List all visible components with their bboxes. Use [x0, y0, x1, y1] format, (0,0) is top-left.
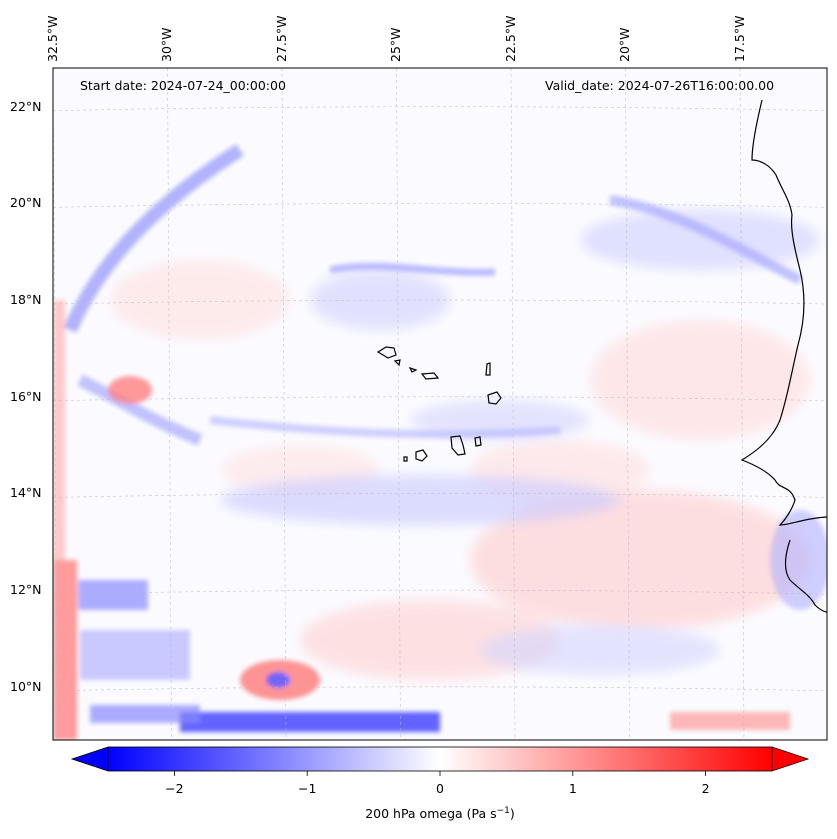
- omega-negative-band: [609, 195, 803, 285]
- omega-negative-band: [90, 705, 200, 723]
- meridian-line: [396, 68, 401, 740]
- coastline-africa: [784, 539, 827, 613]
- colorbar-label-sup: −1: [496, 806, 510, 816]
- omega-negative-band: [77, 374, 203, 446]
- colorbar-tick-label: −1: [297, 781, 317, 796]
- island-santiago: [450, 435, 466, 456]
- meridian-line: [53, 68, 58, 740]
- omega-negative-region: [220, 475, 620, 525]
- graticule: [53, 68, 827, 740]
- longitude-label: 25°W: [388, 27, 404, 62]
- longitude-label: 20°W: [617, 27, 633, 62]
- longitude-label: 30°W: [159, 27, 175, 62]
- latitude-label: 14°N: [10, 485, 42, 501]
- island-sao-vicente: [393, 359, 401, 367]
- colorbar-extend-max: [771, 746, 810, 772]
- omega-positive-region: [590, 320, 810, 440]
- colorbar-bar: [107, 746, 773, 772]
- longitude-label: 17.5°W: [731, 15, 747, 62]
- island-brava: [403, 456, 408, 462]
- map-panel: [52, 67, 828, 741]
- latitude-label: 18°N: [10, 292, 42, 308]
- omega-positive-band: [670, 712, 790, 730]
- parallel-line: [53, 396, 827, 402]
- latitude-label: 22°N: [10, 98, 42, 114]
- colorbar-tick-label: 2: [701, 781, 710, 796]
- colorbar-label-main: 200 hPa omega (Pa s: [365, 806, 497, 822]
- omega-negative-region: [480, 625, 720, 675]
- omega-positive-region: [110, 260, 290, 340]
- island-sao-nicolau: [408, 366, 418, 373]
- parallel-line: [53, 106, 827, 111]
- omega-positive-region: [470, 490, 810, 630]
- start-date-label: Start date: 2024-07-24_00:00:00: [80, 78, 286, 93]
- colorbar-tick-label: 0: [436, 781, 444, 796]
- colorbar-label: 200 hPa omega (Pa s−1): [365, 806, 515, 821]
- parallel-line: [53, 686, 827, 692]
- omega-negative-band: [80, 630, 190, 680]
- omega-field: [53, 144, 827, 740]
- parallel-line: [53, 589, 827, 595]
- colorbar-tick-label: 1: [568, 781, 577, 796]
- island-sal: [485, 362, 491, 376]
- longitude-label: 27.5°W: [273, 15, 289, 62]
- longitude-label: 22.5°W: [502, 15, 518, 62]
- coastlines: [376, 99, 827, 613]
- parallel-line: [53, 203, 827, 208]
- colorbar-label-end: ): [509, 806, 515, 822]
- valid-date-label: Valid_date: 2024-07-26T16:00:00.00: [545, 78, 775, 93]
- colorbar-tick-label: −2: [165, 781, 184, 796]
- meridian-line: [625, 68, 630, 740]
- parallel-line: [53, 299, 827, 305]
- meridian-line: [281, 68, 287, 740]
- colorbar: [70, 746, 810, 776]
- omega-negative-core: [266, 672, 290, 688]
- omega-negative-band: [78, 580, 148, 610]
- parallel-line: [53, 493, 827, 498]
- longitude-label: 32.5°W: [45, 15, 60, 62]
- meridian-line: [510, 68, 516, 740]
- coastline-africa: [740, 99, 827, 526]
- island-santo-antao: [376, 346, 397, 359]
- latitude-label: 10°N: [10, 678, 42, 694]
- meridian-line: [167, 68, 172, 740]
- island-maio: [474, 436, 482, 447]
- latitude-label: 16°N: [10, 388, 42, 404]
- latitude-label: 20°N: [10, 195, 42, 211]
- omega-negative-region: [770, 510, 827, 610]
- latitude-label: 12°N: [10, 582, 42, 598]
- omega-negative-region: [580, 210, 820, 270]
- omega-negative-band: [180, 712, 440, 732]
- map-frame: [52, 67, 828, 741]
- omega-positive-core: [108, 376, 152, 404]
- omega-negative-region: [310, 270, 450, 330]
- omega-negative-band: [209, 416, 561, 439]
- omega-negative-band: [329, 263, 496, 276]
- island-boa-vista: [487, 391, 502, 405]
- island-sao-nicolau: [420, 372, 440, 380]
- colorbar-extend-min: [70, 746, 109, 772]
- omega-positive-band: [53, 300, 65, 560]
- island-fogo: [415, 449, 428, 462]
- colorbar-ticks: [173, 771, 706, 776]
- omega-negative-band: [63, 144, 244, 333]
- meridian-line: [739, 68, 745, 740]
